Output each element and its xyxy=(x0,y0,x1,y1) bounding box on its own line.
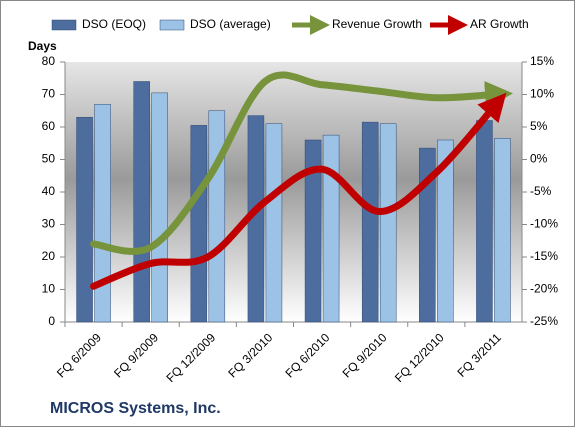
line-series xyxy=(90,71,514,255)
bar xyxy=(151,92,168,323)
y2-tick-label: -5% xyxy=(530,184,552,198)
y-axis-label: Days xyxy=(28,39,57,53)
line-series xyxy=(90,92,507,290)
bar xyxy=(190,125,208,323)
y-tick-label: 50 xyxy=(42,152,56,166)
bar xyxy=(304,139,322,323)
y-tick-label: 40 xyxy=(42,184,56,198)
chart-title: MICROS Systems, Inc. xyxy=(50,400,221,417)
y2-tick-label: 10% xyxy=(530,87,554,101)
bar xyxy=(265,123,283,323)
legend-label: Revenue Growth xyxy=(332,17,422,31)
legend-label: DSO (EOQ) xyxy=(82,17,146,31)
bar xyxy=(419,147,436,323)
y2-tick-label: -10% xyxy=(530,217,558,231)
bar xyxy=(476,120,493,323)
bar xyxy=(94,104,111,323)
y2-tick-label: 5% xyxy=(530,119,548,133)
bar xyxy=(379,123,397,323)
y2-tick-label: -15% xyxy=(530,249,558,263)
legend-label: DSO (average) xyxy=(190,17,271,31)
y2-tick-label: -25% xyxy=(530,314,558,328)
y-tick-label: 10 xyxy=(42,282,56,296)
y-tick-label: 70 xyxy=(42,87,56,101)
bar xyxy=(361,121,379,323)
y2-tick-label: 0% xyxy=(530,152,548,166)
bar xyxy=(437,139,454,323)
y-tick-label: 0 xyxy=(48,314,55,328)
bar xyxy=(133,81,150,323)
y-tick-label: 20 xyxy=(42,249,56,263)
y-tick-label: 60 xyxy=(42,119,56,133)
legend-swatch xyxy=(51,19,77,31)
y2-tick-label: -20% xyxy=(530,282,558,296)
bar xyxy=(208,110,226,323)
bar xyxy=(322,134,340,323)
y2-tick-label: 15% xyxy=(530,54,554,68)
y-tick-label: 80 xyxy=(42,54,56,68)
bar xyxy=(494,138,511,323)
legend-swatch xyxy=(159,19,185,31)
y-tick-label: 30 xyxy=(42,217,56,231)
bar xyxy=(76,117,93,323)
legend-label: AR Growth xyxy=(470,17,529,31)
